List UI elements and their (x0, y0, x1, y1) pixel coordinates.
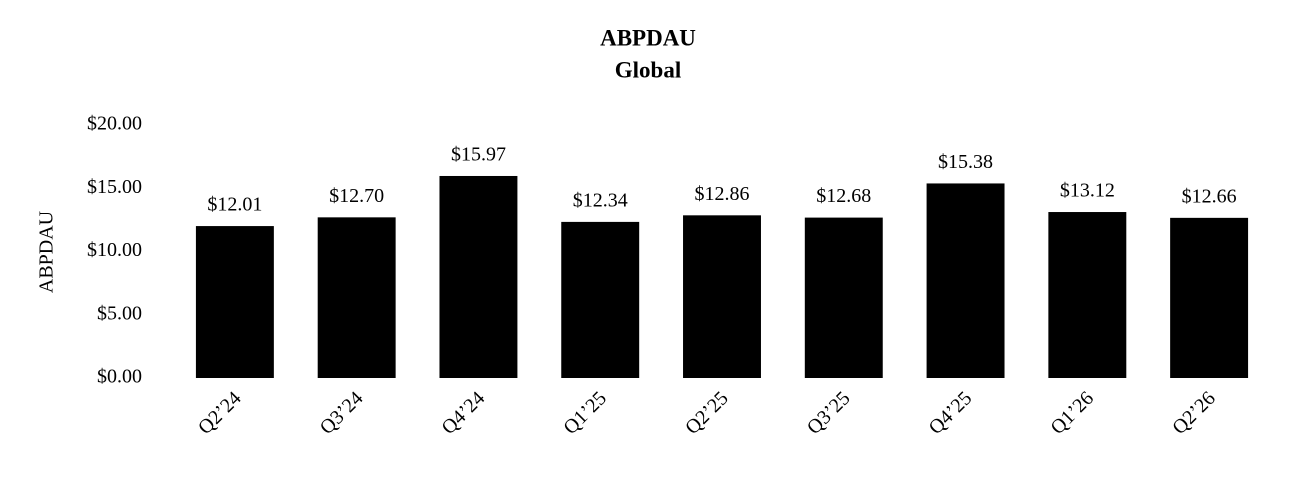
bar (561, 221, 640, 378)
bar (1048, 212, 1127, 378)
bar (683, 215, 761, 378)
x-tick-label: Q2’26 (1168, 387, 1220, 439)
value-label: $12.01 (207, 194, 262, 216)
y-tick-label: $20.00 (87, 113, 142, 135)
value-label: $12.66 (1182, 185, 1237, 207)
value-label: $15.97 (451, 144, 506, 166)
x-tick-label: Q2’24 (194, 387, 246, 439)
bar (317, 217, 396, 378)
bar (195, 226, 274, 378)
value-label: $12.34 (573, 189, 628, 211)
y-tick-label: $5.00 (97, 302, 142, 324)
y-axis-label: ABPDAU (36, 210, 58, 293)
value-label: $12.68 (816, 185, 871, 207)
x-tick-label: Q3’25 (803, 387, 855, 439)
value-label: $12.86 (695, 183, 750, 205)
bar (1170, 217, 1249, 378)
value-label: $12.70 (329, 185, 384, 207)
x-tick-label: Q1’26 (1046, 387, 1098, 439)
x-tick-label: Q4’25 (925, 387, 977, 439)
y-tick-label: $15.00 (87, 176, 142, 198)
x-tick-label: Q4’24 (438, 387, 490, 439)
value-label: $15.38 (938, 151, 993, 173)
chart-subtitle: Global (615, 57, 681, 82)
y-tick-label: $10.00 (87, 239, 142, 261)
x-tick-label: Q3’24 (316, 387, 368, 439)
x-tick-label: Q1’25 (559, 387, 611, 439)
x-tick-label: Q2’25 (681, 387, 733, 439)
bar (926, 183, 1005, 378)
bar (804, 217, 883, 378)
y-tick-label: $0.00 (97, 366, 142, 388)
chart-title: ABPDAU (600, 25, 696, 50)
value-label: $13.12 (1060, 180, 1115, 202)
bar (439, 175, 518, 378)
